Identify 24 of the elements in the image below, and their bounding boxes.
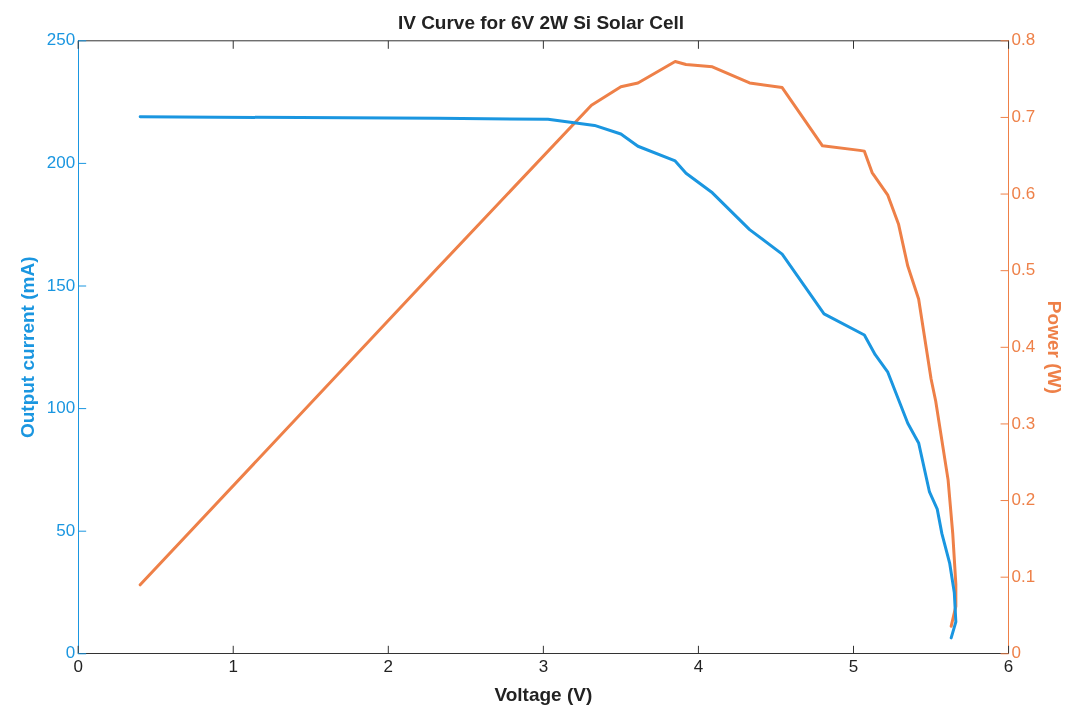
- y-tick-label: 200: [46, 153, 76, 173]
- y2-tick-label: 0.7: [1011, 107, 1036, 127]
- y-axis-title: Output current (mA): [16, 256, 38, 439]
- x-tick-label: 4: [693, 656, 704, 676]
- x-tick-label: 3: [538, 656, 549, 676]
- x-tick-label: 6: [1003, 656, 1014, 676]
- y2-tick-label: 0.6: [1011, 183, 1036, 203]
- chart-title: IV Curve for 6V 2W Si Solar Cell: [397, 11, 685, 33]
- y2-tick-label: 0.5: [1011, 260, 1036, 280]
- y2-tick-label: 0: [1011, 643, 1022, 663]
- y2-tick-label: 0.2: [1011, 490, 1036, 510]
- y2-tick-label: 0.4: [1011, 336, 1036, 356]
- x-tick-label: 1: [228, 656, 238, 676]
- x-tick-label: 2: [383, 656, 394, 676]
- y2-tick-label: 0.3: [1011, 413, 1036, 433]
- x-tick-label: 5: [848, 656, 859, 676]
- y2-tick-label: 0.1: [1011, 566, 1036, 586]
- y-tick-label: 250: [46, 30, 76, 50]
- y-tick-label: 150: [46, 275, 76, 295]
- y-tick-label: 100: [46, 398, 76, 418]
- y-tick-label: 50: [56, 520, 76, 540]
- y2-axis-title: Power (W): [1044, 300, 1066, 394]
- y2-tick-label: 0.8: [1011, 30, 1036, 50]
- x-axis-title: Voltage (V): [494, 683, 593, 705]
